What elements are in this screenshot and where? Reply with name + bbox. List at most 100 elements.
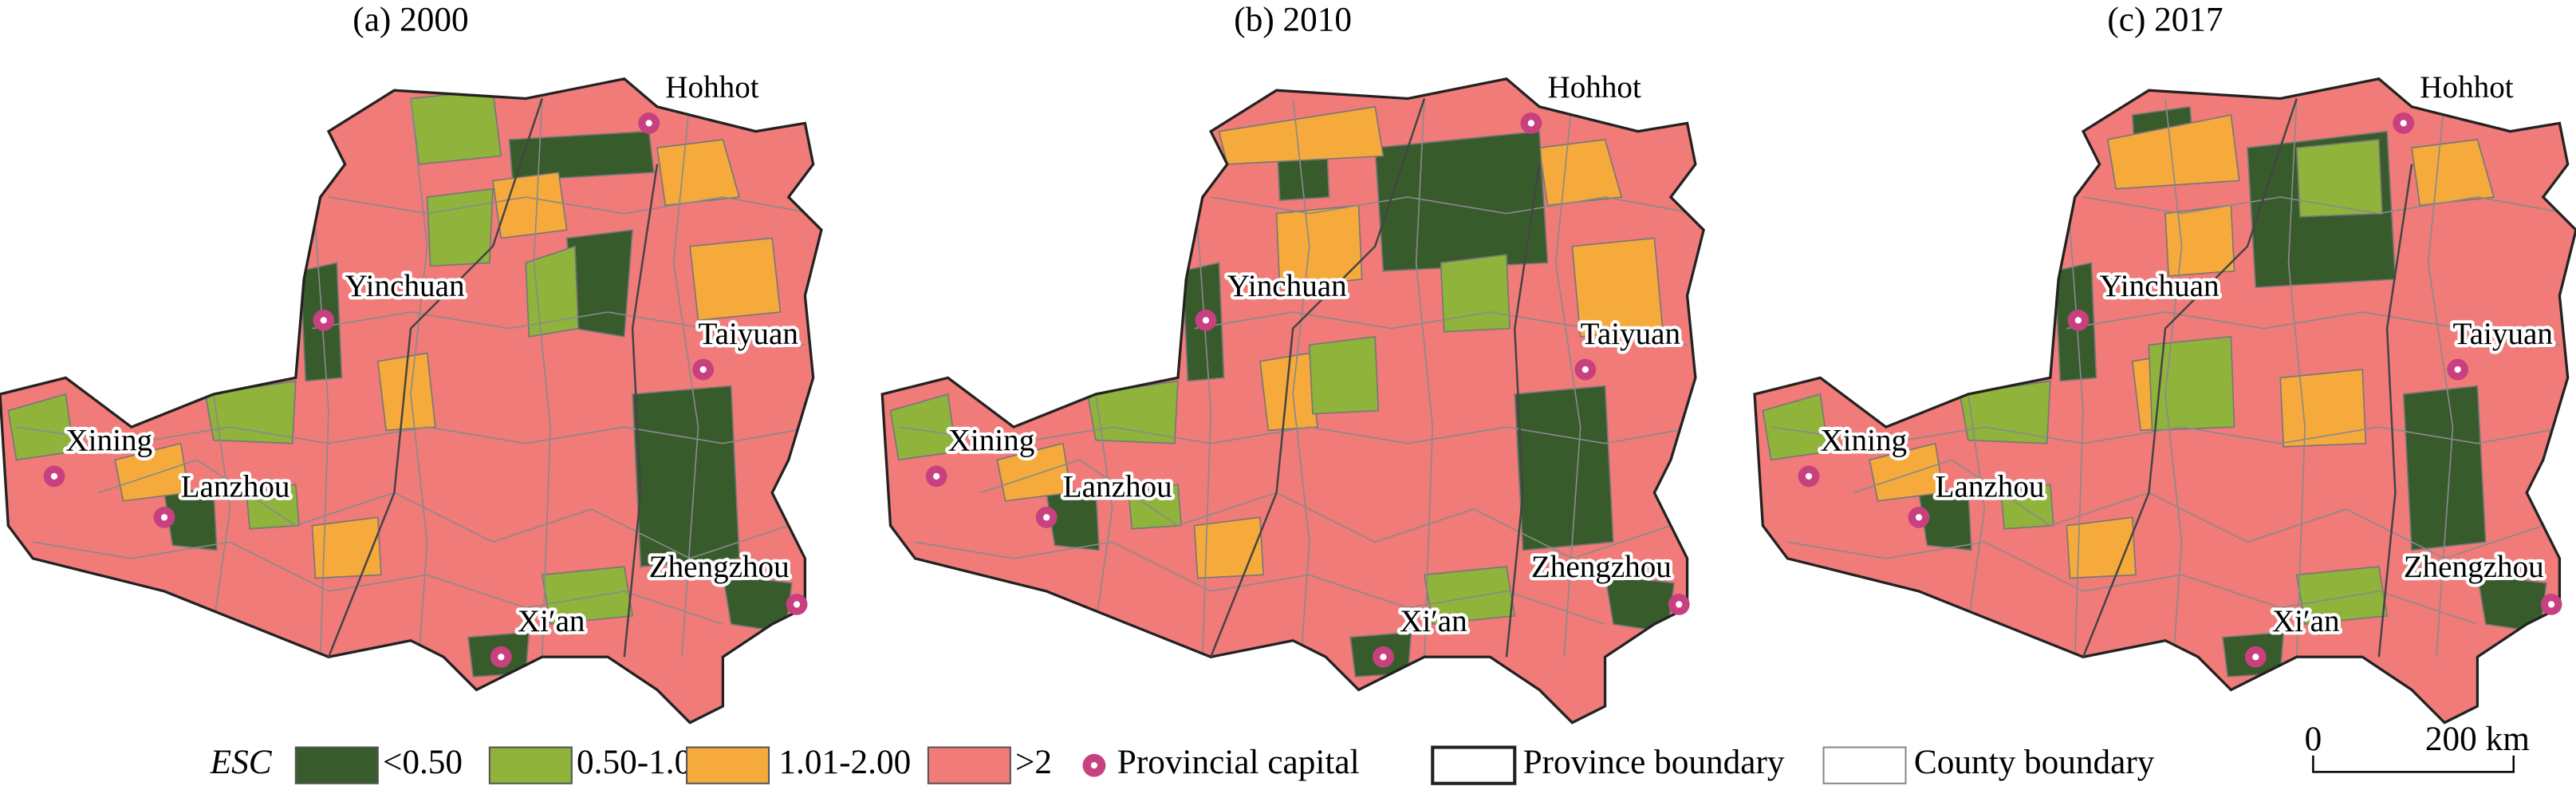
- county-boundary: [212, 393, 231, 625]
- county-patch: [1918, 488, 1972, 551]
- county-patch: [1762, 393, 1830, 461]
- county-patch: [2279, 369, 2367, 448]
- capital-dot-center: [320, 317, 327, 324]
- capital-dot-center: [1527, 120, 1534, 127]
- capital-dot-center: [498, 654, 505, 661]
- capital-dot-center: [1676, 601, 1683, 608]
- legend-swatch: [1822, 746, 1907, 784]
- capital-dot-center: [793, 601, 801, 608]
- panel-title: (b) 2010: [1234, 1, 1352, 39]
- county-patch: [1571, 237, 1664, 338]
- county-patch: [541, 566, 634, 626]
- scale-bar: 0 200 km: [2305, 720, 2530, 773]
- county-boundary: [2427, 98, 2454, 658]
- county-boundary: [312, 311, 805, 346]
- capital-dot-center: [160, 514, 168, 521]
- legend-text: County boundary: [1914, 743, 2155, 781]
- region-fill: [1755, 78, 2576, 723]
- scale-line: [2312, 755, 2515, 773]
- county-boundary: [16, 426, 813, 444]
- province-boundary: [2377, 164, 2413, 658]
- city-label: Xi′an: [518, 604, 585, 638]
- city-label: Xining: [65, 424, 152, 458]
- legend-swatch: [686, 746, 770, 784]
- county-patch: [1869, 442, 1944, 502]
- county-boundary: [915, 541, 1605, 625]
- county-patch: [492, 172, 568, 239]
- capital-dot-center: [1380, 654, 1387, 661]
- county-patch: [1259, 352, 1318, 432]
- map-panels: (a) 2000 Hohhot Yinchuan Taiyuan Xining Lanzh…: [0, 1, 2576, 725]
- county-patch: [632, 385, 740, 567]
- province-boundary: [1505, 164, 1541, 658]
- city-label: Lanzhou: [181, 469, 290, 504]
- map-panel: (a) 2000 Hohhot Yinchuan Taiyuan Xining Lanzh…: [0, 1, 823, 725]
- county-patch: [2106, 114, 2240, 190]
- capital-dot-center: [50, 472, 58, 480]
- city-label: Lanzhou: [1936, 469, 2045, 504]
- capital-dot-center: [1043, 514, 1050, 521]
- legend: ESC <0.50 0.50-1.00 1.01-2.00 >2 Provinc…: [210, 743, 2155, 785]
- county-patch: [2000, 484, 2054, 530]
- city-label: Zhengzhou: [1531, 550, 1672, 584]
- city-label: Hohhot: [665, 70, 759, 105]
- county-patch: [508, 130, 655, 182]
- region-fill: [882, 78, 1704, 723]
- province-boundary: [1210, 98, 1426, 658]
- capital-dot-center: [2252, 654, 2259, 661]
- county-patch: [7, 393, 75, 461]
- county-patch: [1308, 336, 1380, 415]
- county-patch: [689, 237, 782, 322]
- city-label: Zhengzhou: [2404, 550, 2544, 584]
- city-label: Yinchuan: [345, 269, 465, 303]
- province-boundary: [1753, 77, 2576, 725]
- city-label: Hohhot: [1547, 70, 1641, 105]
- province-boundary: [880, 77, 1705, 725]
- county-patch: [410, 89, 502, 165]
- county-boundary: [1211, 196, 1696, 215]
- county-boundary: [1554, 98, 1581, 658]
- capital-dot-center: [699, 365, 707, 373]
- scale-label: 0: [2305, 720, 2322, 758]
- county-boundary: [980, 459, 1672, 559]
- county-boundary: [1292, 98, 1310, 658]
- legend-swatch: [488, 746, 573, 784]
- legend-text: 1.01-2.00: [778, 743, 911, 781]
- county-patch: [1514, 385, 1614, 551]
- county-patch: [656, 139, 741, 207]
- county-boundary: [672, 98, 699, 658]
- city-label: Lanzhou: [1063, 469, 1172, 504]
- county-boundary: [1194, 311, 1688, 346]
- map-panel: (c) 2017 Hohhot Yinchuan Taiyuan Xining Lanzh…: [1753, 1, 2576, 725]
- legend-swatch: [294, 746, 379, 784]
- county-patch: [1046, 488, 1100, 551]
- county-boundary: [33, 541, 723, 625]
- county-boundary: [1967, 393, 1986, 625]
- county-patch: [2295, 566, 2389, 626]
- county-patch: [2148, 336, 2235, 432]
- county-boundary: [2082, 196, 2568, 215]
- county-patch: [1128, 484, 1182, 530]
- capital-dot-center: [1915, 514, 1923, 521]
- capital-dot-center: [1805, 472, 1813, 480]
- city-label: Zhengzhou: [649, 550, 790, 584]
- county-patch: [2164, 204, 2235, 277]
- capital-dot-center: [1202, 317, 1210, 324]
- capital-dot-center: [645, 120, 652, 127]
- capital-dot-center: [2400, 120, 2407, 127]
- legend-swatch: [1431, 745, 1517, 785]
- city-label: Xining: [948, 424, 1035, 458]
- county-patch: [2402, 385, 2487, 551]
- county-boundary: [1415, 98, 1434, 658]
- city-label: Xi′an: [2272, 604, 2340, 638]
- legend-text: >2: [1015, 743, 1052, 781]
- capital-dot-center: [1581, 365, 1589, 373]
- county-boundary: [1193, 180, 1212, 658]
- county-patch: [114, 442, 190, 502]
- county-patch: [996, 442, 1073, 502]
- county-boundary: [2287, 98, 2306, 658]
- county-patch: [2295, 139, 2383, 218]
- province-boundary: [0, 77, 823, 725]
- capital-dot-center: [2454, 365, 2461, 373]
- county-boundary: [1095, 393, 1113, 625]
